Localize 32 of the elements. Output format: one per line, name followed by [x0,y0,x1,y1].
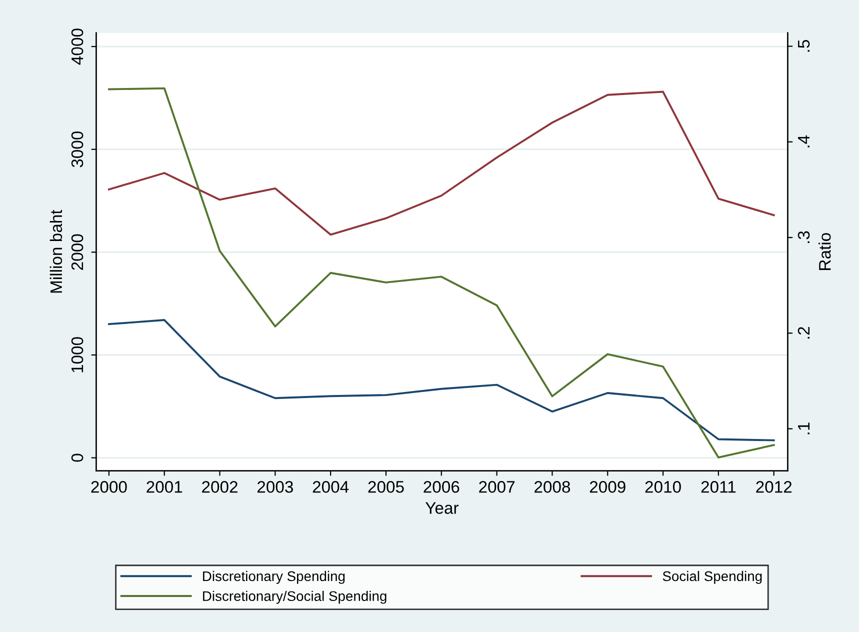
x-tick-label: 2009 [590,481,626,493]
x-tick-label: 2000 [91,481,127,493]
y2-tick-label: .1 [798,422,810,434]
x-tick-label: 2010 [645,481,681,493]
y-tick-label: 4000 [71,28,84,65]
line-series [108,87,775,458]
legend-label: Discretionary Spending [203,570,345,584]
y2-tick-label: .5 [798,40,810,52]
x-tick-label: 2007 [479,481,515,493]
y2-axis-title: Ratio [818,233,831,270]
y-tick-label: 3000 [71,131,84,168]
y-tick-label: 2000 [71,234,84,270]
y2-tick-label: .3 [798,231,810,243]
line-series [108,319,775,442]
legend-label: Social Spending [662,570,762,584]
y2-tick-label: .2 [798,327,810,339]
x-tick-label: 2004 [312,481,349,493]
x-tick-label: 2002 [202,481,238,493]
x-axis-title: Year [425,502,459,514]
x-tick-label: 2012 [756,481,792,493]
y-tick-label: 1000 [71,337,84,372]
x-tick-label: 2005 [368,481,404,493]
x-tick-label: 2008 [534,481,570,493]
x-tick-label: 2003 [257,481,293,493]
x-tick-label: 2006 [424,481,460,493]
x-tick-label: 2011 [701,481,736,493]
x-tick-label: 2001 [146,481,182,493]
legend-label: Discretionary/Social Spending [203,590,386,604]
y2-tick-label: .4 [798,135,810,148]
line-series [108,90,775,236]
y-tick-label: 0 [71,454,84,462]
y-axis-title: Million baht [50,210,62,293]
